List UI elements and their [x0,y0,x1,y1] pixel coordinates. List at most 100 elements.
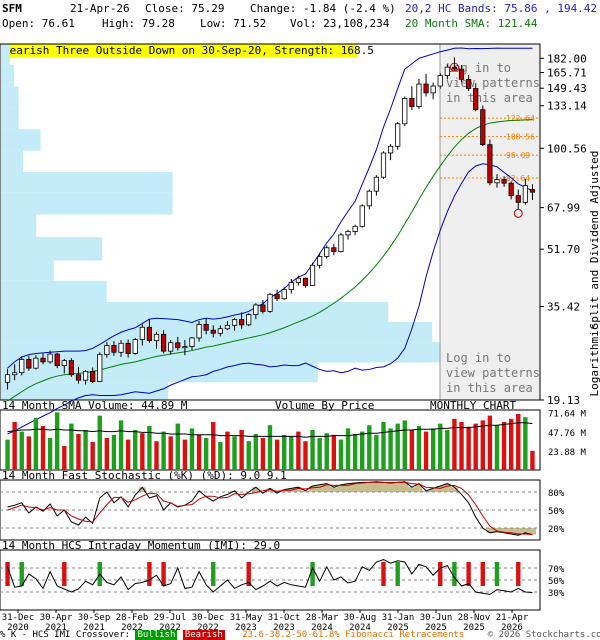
candle-up [267,293,273,312]
candle-up [19,359,25,374]
candle-down [203,323,209,331]
candle-down [90,370,96,382]
volume-title: 14 Month SMA Volume: 44.89 M [2,399,188,412]
candle-down [409,98,415,107]
high-value: High: 79.28 [102,17,175,30]
volume-bar [281,434,287,470]
candle-up [182,346,188,349]
candle-up [189,337,195,348]
volume-value: Vol: 23,108,234 [290,17,390,30]
low-value: Low: 71.52 [200,17,267,30]
candle-up [246,314,252,326]
candle-up [395,123,401,147]
stoch-tick-label: 20% [548,525,565,535]
candle-up [338,234,344,252]
vbp-bar [1,86,19,109]
x-tick-label: 2024 [349,623,371,633]
candle-up [324,247,330,257]
x-tick-label: 2022 [159,623,181,633]
volume-bar [360,431,365,470]
pattern-banner[interactable]: Bearish Three Outside Down on 30-Sep-20,… [1,44,374,58]
x-tick-label: 30-Sep [78,613,111,623]
vbp-bar [1,65,15,87]
crossover-label: % K - HCS IMI Crossover: [0,630,131,640]
signal-circle [513,208,523,218]
volume-bar [33,418,39,470]
candle-down [68,360,74,376]
volume-bar [260,438,266,470]
vbp-bar [1,382,169,400]
stoch-title: 14 Month Fast Stochastic (%K) (%D): 9.0 … [2,469,287,482]
candle-down [458,68,465,80]
volume-bar [182,439,188,470]
vbp-bar [1,108,19,130]
price-tick-label: 182.00 [547,52,587,65]
candle-down [501,179,507,184]
y-axis-label: Split and Dividend Adjusted [588,151,600,330]
login-text-bottom: in this area [446,381,533,395]
volume-bar [203,438,209,470]
x-tick-label: 2024 [311,623,333,633]
volume-tick-label: 71.64 M [548,410,587,420]
x-tick-label: 30-Apr [40,613,73,623]
candle-up [437,75,443,87]
vbp-bar [1,362,318,383]
x-tick-label: 2022 [197,623,219,633]
imi-bear-marker [381,562,386,586]
stoch-tick-label: 50% [548,507,565,517]
candle-up [97,354,103,382]
x-tick-label: 31-Dec [2,613,35,623]
volume-bar [133,430,138,470]
imi-bear-marker [466,562,471,586]
volume-sma-line [7,422,533,438]
price-tick-label: 100.56 [547,142,587,155]
imi-title: 14 Month HCS Intraday Momentum (IMI): 29… [2,539,280,552]
volume-bar [303,441,308,470]
volume-bar [516,414,521,470]
candle-up [430,85,436,94]
volume-bar [501,422,507,470]
volume-bar [459,422,464,470]
x-tick-label: 31-Oct [268,613,301,623]
x-tick-label: 2025 [425,623,447,633]
candle-up [12,372,18,376]
volume-bar [296,431,301,470]
close-value: Close: 75.29 [145,2,225,15]
imi-bull-marker [452,562,457,586]
candle-down [146,326,153,342]
x-tick-label: 28-Mar [306,613,339,623]
volume-bar [40,426,46,470]
vbp-bar [1,129,41,151]
volume-bar [388,428,393,470]
date: 21-Apr-26 [70,2,130,15]
volume-bar [104,438,110,470]
x-tick-label: 2023 [235,623,257,633]
sma20-line [7,119,533,402]
login-area [440,44,540,400]
lower-band-line [7,163,533,435]
volume-bar [196,434,202,470]
candle-up [168,342,174,352]
volume-bar [232,436,237,470]
volume-bar [310,430,315,470]
candle-up [317,256,323,266]
candle-down [466,78,472,89]
candle-up [33,357,39,369]
volume-bar [189,428,195,470]
candle-down [26,359,32,369]
volume-bar [445,430,450,470]
volume-bar [338,439,344,470]
candle-up [82,370,89,381]
volume-bar [452,418,457,470]
fib-label: 108.56 [506,133,535,142]
imi-bear-marker [480,562,485,586]
volume-bar [267,425,273,470]
volume-bar [352,434,358,470]
vbp-bar [1,342,441,363]
change-value: Change: -1.84 (-2.4 %) [250,2,396,15]
x-tick-label: 2025 [387,623,409,633]
imi-bear-marker [62,562,67,586]
volume-bar [19,431,24,470]
vbp-bar [1,44,10,66]
volume-bar [487,415,493,470]
